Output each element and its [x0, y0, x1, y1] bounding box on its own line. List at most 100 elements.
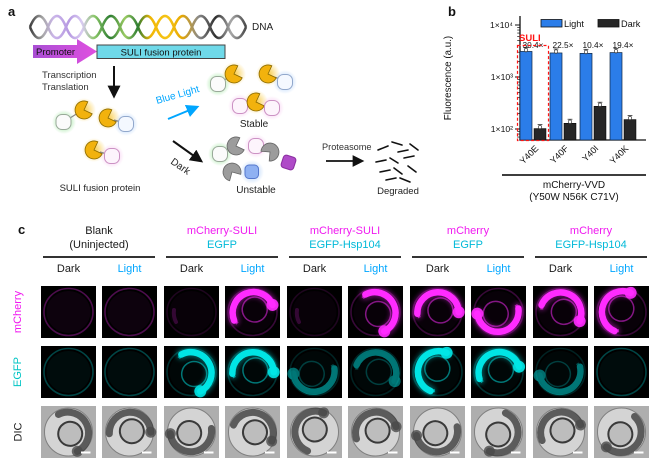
micrograph-mcherry-7	[471, 286, 526, 338]
micrograph-egfp-4	[287, 346, 342, 398]
dic-image	[348, 406, 403, 458]
scale-bar	[265, 451, 275, 454]
dic-image	[410, 406, 465, 458]
fold-change-label: 10.4×	[583, 40, 604, 50]
micrograph-egfp-1	[102, 346, 157, 398]
group-underline	[166, 256, 278, 258]
dna-label: DNA	[252, 22, 273, 33]
y-tick-label: 1×10³	[491, 72, 513, 82]
bar-dark-Y40I	[593, 105, 607, 141]
blue-light-label: Blue Light	[155, 84, 201, 107]
micrograph-egfp-0	[41, 346, 96, 398]
promoter-label: Promoter	[36, 47, 75, 58]
condition-label-light: Light	[486, 263, 511, 275]
condition-label-dark: Dark	[548, 263, 573, 275]
row-label-dic: DIC	[11, 422, 24, 442]
fluorescence-image	[535, 286, 587, 337]
y-tick-label: 1×10⁴	[490, 20, 513, 30]
y-tick-label: 1×10²	[491, 124, 513, 134]
gene-label: SULI fusion protein	[121, 48, 202, 59]
dic-image	[594, 406, 649, 458]
legend-swatch-dark	[597, 19, 620, 28]
micrograph-dic-0	[41, 406, 96, 458]
micrograph-mcherry-6	[410, 286, 465, 338]
data-point-marker	[613, 49, 619, 54]
bar-dark-Y40E	[533, 128, 547, 141]
micrograph-mcherry-5	[348, 286, 403, 338]
condition-label-light: Light	[609, 263, 634, 275]
scale-bar	[327, 451, 337, 454]
dic-image	[164, 406, 219, 458]
micrograph-dic-3	[225, 406, 280, 458]
fluorescence-image	[411, 286, 465, 337]
micrograph-dic-8	[533, 406, 588, 458]
dic-image	[533, 406, 588, 458]
fluorescence-image	[350, 286, 402, 338]
group-label-line2: EGFP-Hsp104	[555, 239, 627, 251]
fluorescence-image	[289, 287, 340, 337]
group-label-line1: mCherry	[446, 225, 490, 237]
scale-bar	[450, 451, 460, 454]
group-underline	[43, 256, 155, 258]
condition-label-dark: Dark	[56, 263, 81, 275]
fluorescence-image	[43, 287, 94, 337]
translation-label: Translation	[42, 82, 89, 93]
panel-a-diagram: a DNA Promoter SULI fusion protein Trans…	[8, 4, 419, 197]
group-label-line1: Blank	[85, 225, 113, 237]
x-tick-label: Y40E	[518, 143, 541, 166]
dark-arrow	[172, 140, 204, 163]
micrograph-egfp-3	[225, 346, 280, 398]
data-point-marker	[553, 49, 559, 54]
bar-light-Y40I	[579, 52, 593, 141]
scale-bar	[388, 451, 398, 454]
suli-fusion-protein-cluster	[52, 98, 138, 168]
x-tick-label: Y40I	[580, 143, 600, 163]
fluorescence-image	[287, 347, 340, 397]
panel-b-chart: b 1×10² 1×10³ 1×10⁴ Fluorescence (a.u.) 30.4…	[443, 4, 646, 203]
micrograph-mcherry-8	[533, 286, 588, 338]
row-label-egfp: EGFP	[11, 357, 24, 387]
suli-fusion-protein-label: SULI fusion protein	[60, 183, 141, 194]
micrograph-dic-2	[164, 406, 219, 458]
panel-b-label: b	[448, 4, 456, 19]
data-point-marker	[567, 119, 573, 124]
stable-label: Stable	[240, 119, 269, 130]
fold-change-label: 22.5×	[553, 40, 574, 50]
condition-label-dark: Dark	[425, 263, 450, 275]
micrograph-mcherry-2	[164, 286, 219, 338]
transcription-label: Transcription	[42, 70, 97, 81]
scale-bar	[573, 451, 583, 454]
fluorescence-image	[596, 286, 647, 337]
chart-body: 1×10² 1×10³ 1×10⁴ Fluorescence (a.u.) 30.4× Y…	[443, 16, 646, 203]
fluorescence-image	[350, 347, 401, 397]
data-point-marker	[537, 125, 543, 130]
bar-light-Y40F	[549, 52, 563, 141]
group-label-line2: EGFP-Hsp104	[309, 239, 381, 251]
degraded-label: Degraded	[377, 186, 419, 197]
condition-label-dark: Dark	[302, 263, 327, 275]
condition-label-dark: Dark	[179, 263, 204, 275]
gene-box	[96, 44, 226, 59]
bar-light-Y40E	[519, 51, 533, 141]
fluorescence-image	[533, 347, 586, 397]
dic-image	[225, 406, 280, 458]
data-point-marker	[597, 102, 603, 107]
suli-highlight-label: SULI	[519, 33, 541, 44]
proteasome-label: Proteasome	[322, 142, 372, 152]
group-underline	[412, 256, 524, 258]
x-tick-label: Y40K	[608, 143, 631, 166]
group-label-line2: EGFP	[453, 239, 483, 251]
micrograph-egfp-8	[533, 346, 588, 398]
x-group-label-line2: (Y50W N56K C71V)	[529, 192, 618, 203]
micrograph-egfp-2	[164, 346, 219, 398]
bar-light-Y40K	[609, 52, 623, 141]
fluorescence-image	[227, 286, 279, 337]
bar-dark-Y40K	[623, 119, 637, 141]
scale-bar	[204, 451, 214, 454]
fluorescence-image	[473, 346, 526, 397]
condition-label-light: Light	[363, 263, 388, 275]
micrograph-mcherry-4	[287, 286, 342, 338]
micrograph-dic-1	[102, 406, 157, 458]
degraded-fragments	[375, 141, 419, 183]
